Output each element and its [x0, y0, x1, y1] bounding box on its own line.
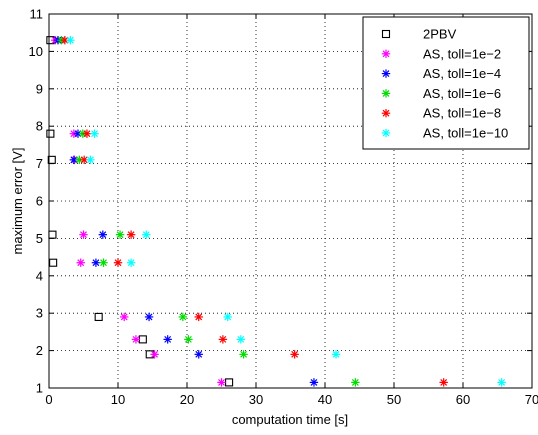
legend: 2PBV AS, toll=1e−2 AS, toll=1e−4 AS, toll=1… — [362, 16, 530, 150]
legend-box — [362, 16, 530, 150]
y-tick-label: 2 — [36, 343, 43, 358]
series-0-markers — [46, 36, 234, 387]
asterisk-marker — [126, 230, 136, 239]
x-tick-label: 10 — [111, 392, 125, 407]
asterisk-marker — [144, 312, 154, 322]
asterisk-marker — [86, 155, 95, 165]
x-tick-label: 70 — [525, 392, 538, 407]
y-tick-label: 4 — [36, 268, 43, 283]
asterisk-marker — [99, 258, 108, 267]
asterisk-marker — [184, 335, 193, 344]
legend-label: AS, toll=1e−8 — [423, 106, 501, 121]
y-tick-label: 11 — [30, 7, 44, 22]
square-marker — [47, 155, 56, 164]
legend-label: AS, toll=1e−4 — [423, 66, 501, 81]
square-marker — [49, 258, 58, 267]
y-tick-label: 1 — [36, 381, 43, 396]
legend-marker — [381, 69, 391, 78]
y-tick-label: 10 — [29, 44, 43, 59]
legend-label: 2PBV — [423, 27, 457, 42]
asterisk-marker — [91, 258, 101, 267]
x-tick-label: 30 — [249, 392, 263, 407]
asterisk-marker — [131, 335, 141, 344]
legend-marker — [381, 29, 391, 39]
y-tick-label: 7 — [36, 156, 43, 171]
x-axis-label: computation time [s] — [232, 412, 348, 427]
asterisk-marker — [163, 335, 172, 344]
asterisk-marker — [178, 312, 188, 322]
legend-label: AS, toll=1e−2 — [423, 46, 501, 61]
asterisk-marker — [98, 230, 108, 239]
x-tick-label: 50 — [387, 392, 401, 407]
asterisk-marker — [331, 350, 341, 359]
asterisk-marker — [66, 35, 75, 45]
y-tick-label: 3 — [36, 306, 43, 321]
series-5-markers — [66, 35, 506, 387]
asterisk-marker — [223, 312, 232, 322]
asterisk-marker — [497, 378, 506, 387]
asterisk-marker — [120, 312, 129, 322]
y-tick-label: 6 — [36, 194, 43, 209]
square-marker — [138, 335, 147, 344]
asterisk-marker — [60, 35, 70, 45]
x-tick-label: 20 — [180, 392, 194, 407]
data-markers — [46, 35, 506, 387]
grid-lines — [49, 14, 532, 388]
asterisk-marker — [142, 230, 151, 239]
x-tick-label: 0 — [45, 392, 52, 407]
legend-items: 2PBV AS, toll=1e−2 AS, toll=1e−4 AS, toll=1… — [381, 27, 508, 141]
legend-label: AS, toll=1e−6 — [423, 86, 501, 101]
y-tick-label: 5 — [36, 231, 43, 246]
asterisk-marker — [113, 258, 123, 267]
square-marker — [46, 129, 55, 138]
series-3-markers — [57, 35, 360, 387]
asterisk-marker — [309, 378, 319, 387]
square-marker — [48, 230, 57, 239]
asterisk-marker — [218, 335, 228, 344]
asterisk-marker — [290, 350, 299, 359]
legend-marker — [381, 109, 391, 118]
asterisk-marker — [439, 378, 448, 387]
asterisk-marker — [150, 350, 159, 359]
legend-marker — [381, 128, 391, 138]
x-tick-label: 60 — [456, 392, 470, 407]
square-marker — [225, 378, 234, 387]
asterisk-marker — [126, 258, 136, 267]
asterisk-marker — [194, 350, 203, 359]
asterisk-marker — [351, 378, 360, 387]
asterisk-marker — [194, 312, 203, 322]
series-4-markers — [60, 35, 448, 387]
asterisk-marker — [76, 258, 85, 267]
y-tick-label: 9 — [36, 81, 43, 96]
series-2-markers — [53, 35, 319, 387]
legend-marker — [381, 49, 391, 58]
asterisk-marker — [82, 129, 92, 138]
y-axis-ticks: 1 2 3 4 5 6 7 8 9 10 11 — [29, 7, 532, 396]
legend-marker — [381, 89, 391, 98]
y-axis-label: maximum error [V] — [10, 148, 25, 255]
square-marker — [94, 312, 103, 321]
asterisk-marker — [79, 230, 88, 239]
asterisk-marker — [217, 378, 226, 387]
y-tick-label: 8 — [36, 119, 43, 134]
asterisk-marker — [90, 129, 99, 138]
x-tick-label: 40 — [318, 392, 332, 407]
asterisk-marker — [115, 230, 125, 239]
legend-label: AS, toll=1e−10 — [423, 126, 508, 141]
asterisk-marker — [239, 350, 248, 359]
asterisk-marker — [236, 335, 246, 344]
